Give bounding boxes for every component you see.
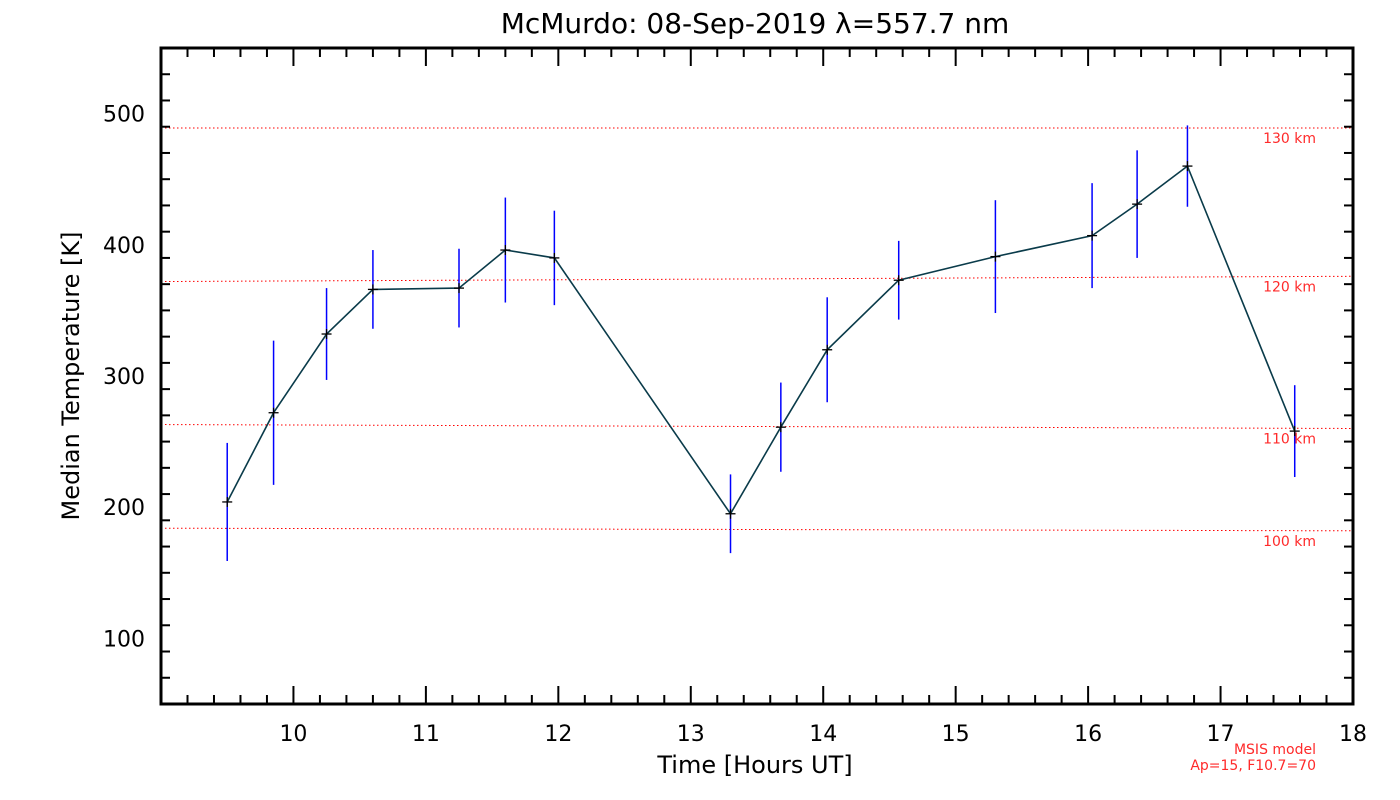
data-point-2 — [321, 329, 332, 340]
y-tick-label: 300 — [103, 365, 145, 390]
reference-line-label: 120 km — [1263, 279, 1316, 295]
x-tick-label: 12 — [544, 722, 572, 747]
reference-line-label: 130 km — [1263, 131, 1316, 147]
data-point-13 — [1132, 199, 1143, 210]
error-bars — [226, 125, 1296, 561]
plot-frame — [159, 46, 1355, 706]
x-tick-label: 17 — [1207, 722, 1235, 747]
reference-line-1 — [160, 275, 1354, 283]
y-axis-label: Median Temperature [K] — [57, 231, 85, 520]
x-axis-label: Time [Hours UT] — [656, 751, 852, 779]
x-tick-label: 14 — [809, 722, 837, 747]
data-point-10 — [893, 275, 904, 286]
data-point-11 — [990, 251, 1001, 262]
series-line — [226, 164, 1296, 516]
x-tick-label: 11 — [412, 722, 440, 747]
data-point-0 — [222, 496, 233, 507]
y-tick-label: 200 — [103, 496, 145, 521]
x-tick-label: 15 — [942, 722, 970, 747]
data-point-5 — [500, 245, 511, 256]
data-point-12 — [1087, 230, 1098, 241]
data-point-6 — [549, 252, 560, 263]
x-tick-label: 16 — [1074, 722, 1102, 747]
data-series — [222, 161, 1300, 519]
data-point-14 — [1182, 161, 1193, 172]
reference-line-label: 100 km — [1263, 534, 1316, 550]
model-note-line-1: MSIS model — [1234, 742, 1316, 758]
model-note-line-2: Ap=15, F10.7=70 — [1190, 758, 1316, 774]
data-point-4 — [454, 283, 464, 294]
reference-lines: 130 km 120 km 110 km 100 km — [160, 127, 1354, 550]
data-point-9 — [822, 344, 833, 355]
y-tick-label: 400 — [103, 234, 145, 259]
data-point-7 — [725, 508, 736, 519]
data-point-3 — [367, 284, 378, 295]
data-point-15 — [1289, 426, 1300, 437]
axis-ticks: 10 11 12 13 14 15 16 17 18 100 200 300 400 500 — [103, 48, 1367, 747]
reference-line-2 — [160, 424, 1354, 429]
data-point-8 — [775, 422, 786, 433]
reference-line-3 — [160, 527, 1354, 532]
reference-line-label: 110 km — [1263, 431, 1316, 447]
chart-title: McMurdo: 08-Sep-2019 λ=557.7 nm — [501, 7, 1010, 40]
y-tick-label: 100 — [103, 627, 145, 652]
y-tick-label: 500 — [103, 103, 145, 128]
x-tick-label: 13 — [677, 722, 705, 747]
x-tick-label: 18 — [1339, 722, 1367, 747]
data-point-1 — [268, 407, 279, 418]
x-tick-label: 10 — [279, 722, 307, 747]
